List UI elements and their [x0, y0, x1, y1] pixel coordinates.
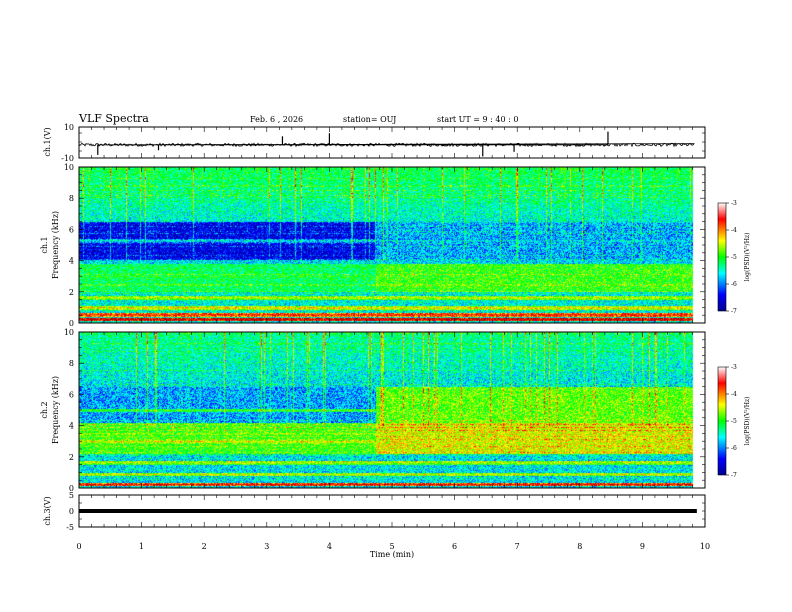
- ch2-colorbar-tick-label: -6: [731, 445, 737, 452]
- start-time-label: start UT = 9 : 40 : 0: [437, 115, 518, 124]
- ch1-spectrogram-ytick-label: 8: [69, 194, 74, 203]
- figure-title: VLF Spectra: [78, 112, 149, 125]
- ch1-spectrogram-ytick-label: 6: [69, 225, 74, 234]
- ch3-ytick-bottom: -5: [66, 523, 74, 532]
- ch2-colorbar-tick-label: -7: [731, 472, 737, 479]
- ch1-spectrogram: [79, 167, 705, 323]
- ch2-colorbar-tick-label: -4: [731, 391, 737, 398]
- ch3-waveform-panel: 5 0 -5 ch.3(V): [43, 491, 706, 532]
- ch1-colorbar-label: log(PSD)(V²/Hz): [744, 233, 751, 282]
- x-tick-label: 8: [577, 542, 582, 551]
- ch2-spectrogram-ytick-label: 2: [69, 453, 74, 462]
- ch2-colorbar-tick-label: -5: [731, 418, 737, 425]
- ch2-spectrogram-ytick-label: 10: [64, 328, 74, 337]
- x-tick-label: 9: [640, 542, 645, 551]
- ch2-spectrogram-ytick-label: 8: [69, 359, 74, 368]
- ch1-waveform-panel: 10 -10 ch.1(V): [43, 123, 706, 163]
- x-tick-label: 10: [700, 542, 710, 551]
- ch1-spectrogram-ylabel-frequency: Frequency (kHz): [51, 211, 60, 279]
- ch1-spectrogram-ytick-label: 0: [69, 319, 74, 328]
- x-tick-label: 0: [76, 542, 81, 551]
- ch1-ytick-bottom: -10: [61, 154, 74, 163]
- x-tick-label: 3: [264, 542, 269, 551]
- x-tick-label: 2: [202, 542, 207, 551]
- ch2-spectrogram-ytick-label: 6: [69, 390, 74, 399]
- x-tick-label: 6: [452, 542, 457, 551]
- date-label: Feb. 6 , 2026: [250, 115, 303, 124]
- x-tick-label: 7: [515, 542, 520, 551]
- ch2-spectrogram-ytick-label: 0: [69, 484, 74, 493]
- ch1-spectrogram-ylabel-channel: ch.1: [40, 236, 49, 253]
- ch1-waveform-line: [78, 142, 695, 148]
- station-label: station= OUJ: [343, 115, 396, 124]
- ch1-ytick-top: 10: [64, 123, 74, 132]
- ch1-spectrogram-ytick-label: 2: [69, 288, 74, 297]
- x-tick-label: 5: [389, 542, 394, 551]
- ch1-colorbar-tick-label: -4: [731, 227, 737, 234]
- ch1-spectrogram-ytick-label: 10: [64, 163, 74, 172]
- ch1-colorbar-tick-label: -5: [731, 254, 737, 261]
- ch3-ytick-top: 5: [69, 491, 74, 500]
- ch2-spectrogram-ylabel-channel: ch.2: [40, 401, 49, 418]
- ch1-colorbar-tick-label: -6: [731, 281, 737, 288]
- ch1-spectrogram-ytick-label: 4: [69, 257, 74, 266]
- x-tick-label: 4: [327, 542, 332, 551]
- ch1-colorbar-tick-label: -3: [731, 200, 737, 207]
- ch1-colorbar: [717, 202, 727, 312]
- ch2-spectrogram-ylabel-frequency: Frequency (kHz): [51, 376, 60, 444]
- ch2-colorbar-tick-label: -3: [731, 364, 737, 371]
- ch2-colorbar-label: log(PSD)(V²/Hz): [744, 397, 751, 446]
- x-tick-label: 1: [139, 542, 144, 551]
- x-axis-label: Time (min): [370, 550, 414, 559]
- ch2-spectrogram: [79, 332, 705, 488]
- ch3-ytick-middle: 0: [69, 507, 74, 516]
- ch3-ylabel: ch.3(V): [43, 496, 52, 525]
- ch1-colorbar-tick-label: -7: [731, 308, 737, 315]
- ch2-colorbar: [717, 366, 727, 476]
- ch2-spectrogram-ytick-label: 4: [69, 422, 74, 431]
- ch1-ylabel: ch.1(V): [43, 127, 52, 156]
- x-axis-ticks: 0 1 2 3 4 5 6 7 8 9 10: [76, 127, 710, 551]
